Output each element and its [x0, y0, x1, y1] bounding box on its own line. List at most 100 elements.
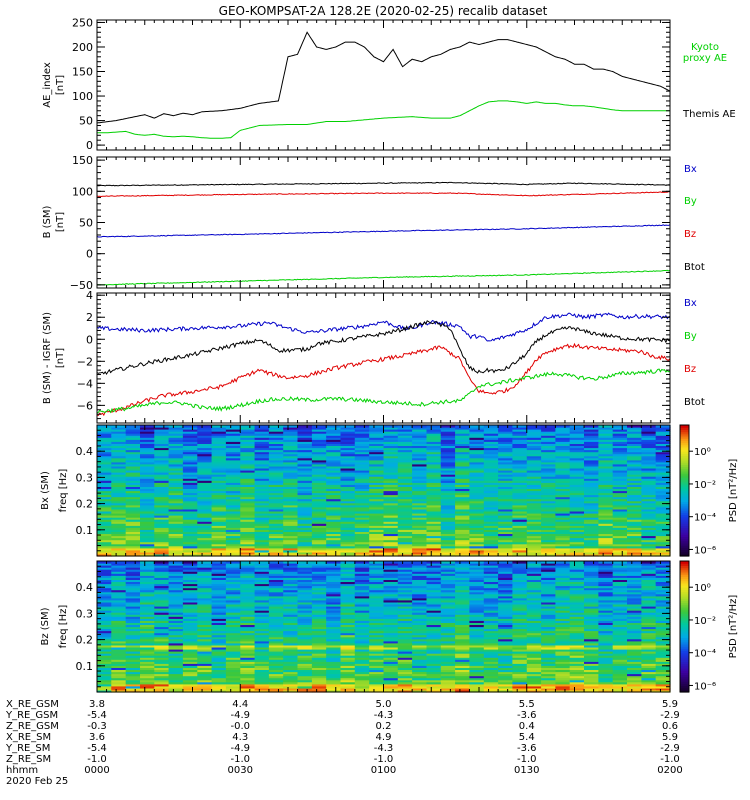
spectrogram-cell	[612, 463, 628, 467]
spectrogram-cell	[182, 651, 198, 654]
series-bx	[96, 312, 671, 342]
spectrogram-cell	[211, 583, 227, 587]
spectrogram-cell	[268, 647, 284, 650]
spectrogram-cell	[354, 649, 370, 652]
spectrogram-cell	[326, 577, 342, 580]
spectrogram-cell	[140, 622, 155, 625]
spectrogram-cell	[240, 622, 256, 625]
spectrogram-cell	[125, 638, 141, 642]
spectrogram-cell	[211, 665, 227, 668]
spectrogram-cell	[182, 565, 198, 568]
spectrogram-cell	[383, 543, 399, 547]
spectrogram-cell	[326, 653, 342, 656]
spectrogram-cell	[541, 433, 556, 436]
spectrogram-cell	[197, 484, 213, 487]
spectrogram-cell	[512, 554, 528, 557]
spectrogram-cell	[168, 604, 184, 607]
spectrogram-cell	[340, 443, 356, 446]
legend-bz: Bz	[684, 364, 696, 375]
spectrogram-cell	[369, 575, 385, 578]
spectrogram-cell	[426, 577, 442, 580]
spectrogram-cell	[111, 626, 127, 630]
spectrogram-cell	[412, 547, 427, 551]
spectrogram-cell	[283, 628, 299, 632]
spectrogram-cell	[383, 597, 399, 601]
spectrogram-cell	[369, 573, 385, 576]
spectrogram-cell	[140, 661, 155, 664]
spectrogram-cell	[283, 661, 299, 664]
spectrogram-cell	[111, 640, 127, 644]
spectrogram-cell	[125, 502, 141, 506]
spectrogram-cell	[483, 535, 499, 539]
spectrogram-cell	[297, 677, 313, 681]
spectrogram-cell	[197, 610, 213, 613]
spectrogram-cell	[240, 445, 256, 449]
spectrogram-cell	[97, 595, 112, 599]
spectrogram-cell	[197, 675, 213, 679]
spectrogram-cell	[225, 577, 241, 580]
spectrogram-cell	[655, 482, 671, 485]
spectrogram-cell	[397, 659, 413, 662]
spectrogram-cell	[168, 445, 184, 449]
spectrogram-cell	[369, 443, 385, 446]
spectrogram-cell	[311, 463, 327, 467]
spectrogram-cell	[311, 529, 327, 532]
spectrogram-cell	[340, 583, 356, 587]
spectrogram-cell	[225, 529, 241, 532]
spectrogram-cell	[97, 551, 112, 555]
colorbar-cell	[680, 492, 689, 496]
spectrogram-cell	[97, 545, 112, 549]
spectrogram-cell	[526, 459, 542, 463]
spectrogram-cell	[125, 661, 141, 664]
spectrogram-cell	[311, 622, 327, 625]
spectrogram-cell	[340, 474, 356, 477]
spectrogram-cell	[383, 610, 399, 613]
spectrogram-cell	[440, 529, 456, 532]
spectrogram-cell	[541, 453, 556, 457]
spectrogram-cell	[168, 661, 184, 664]
spectrogram-cell	[483, 459, 499, 463]
spectrogram-cell	[555, 504, 571, 508]
spectrogram-cell	[182, 616, 198, 619]
spectrogram-cell	[612, 447, 628, 451]
spectrogram-cell	[154, 587, 170, 591]
spectrogram-cell	[383, 589, 399, 593]
spectrogram-cell	[326, 593, 342, 597]
spectrogram-cell	[140, 618, 155, 621]
spectrogram-cell	[383, 474, 399, 477]
spectrogram-cell	[182, 614, 198, 617]
spectrogram-cell	[426, 474, 442, 477]
spectrogram-cell	[125, 671, 141, 675]
spectrogram-cell	[440, 431, 456, 434]
spectrogram-cell	[340, 439, 356, 442]
spectrogram-cell	[383, 591, 399, 595]
spectrogram-cell	[469, 476, 485, 479]
colorbar-cell	[680, 534, 689, 537]
spectrogram-cell	[197, 445, 213, 449]
spectrogram-cell	[569, 513, 585, 516]
spectrogram-cell	[211, 513, 227, 516]
spectrogram-cell	[197, 488, 213, 492]
spectrogram-cell	[326, 437, 342, 440]
spectrogram-cell	[211, 535, 227, 539]
spectrogram-cell	[225, 506, 241, 510]
spectrogram-cell	[326, 595, 342, 599]
spectrogram-cell	[541, 525, 556, 528]
spectrogram-cell	[154, 655, 170, 658]
spectrogram-cell	[326, 490, 342, 494]
spectrogram-cell	[125, 445, 141, 449]
spectrogram-cell	[225, 569, 241, 572]
spectrogram-cell	[498, 541, 513, 545]
spectrogram-cell	[440, 439, 456, 442]
spectrogram-cell	[369, 628, 385, 632]
spectrogram-cell	[627, 476, 642, 479]
spectrogram-cell	[240, 554, 256, 557]
spectrogram-cell	[111, 673, 127, 677]
spectrogram-cell	[154, 642, 170, 646]
spectrogram-cell	[182, 563, 198, 566]
spectrogram-cell	[254, 642, 270, 646]
spectrogram-cell	[283, 604, 299, 607]
spectrogram-cell	[412, 630, 427, 634]
spectrogram-cell	[240, 685, 256, 689]
spectrogram-cell	[354, 624, 370, 628]
